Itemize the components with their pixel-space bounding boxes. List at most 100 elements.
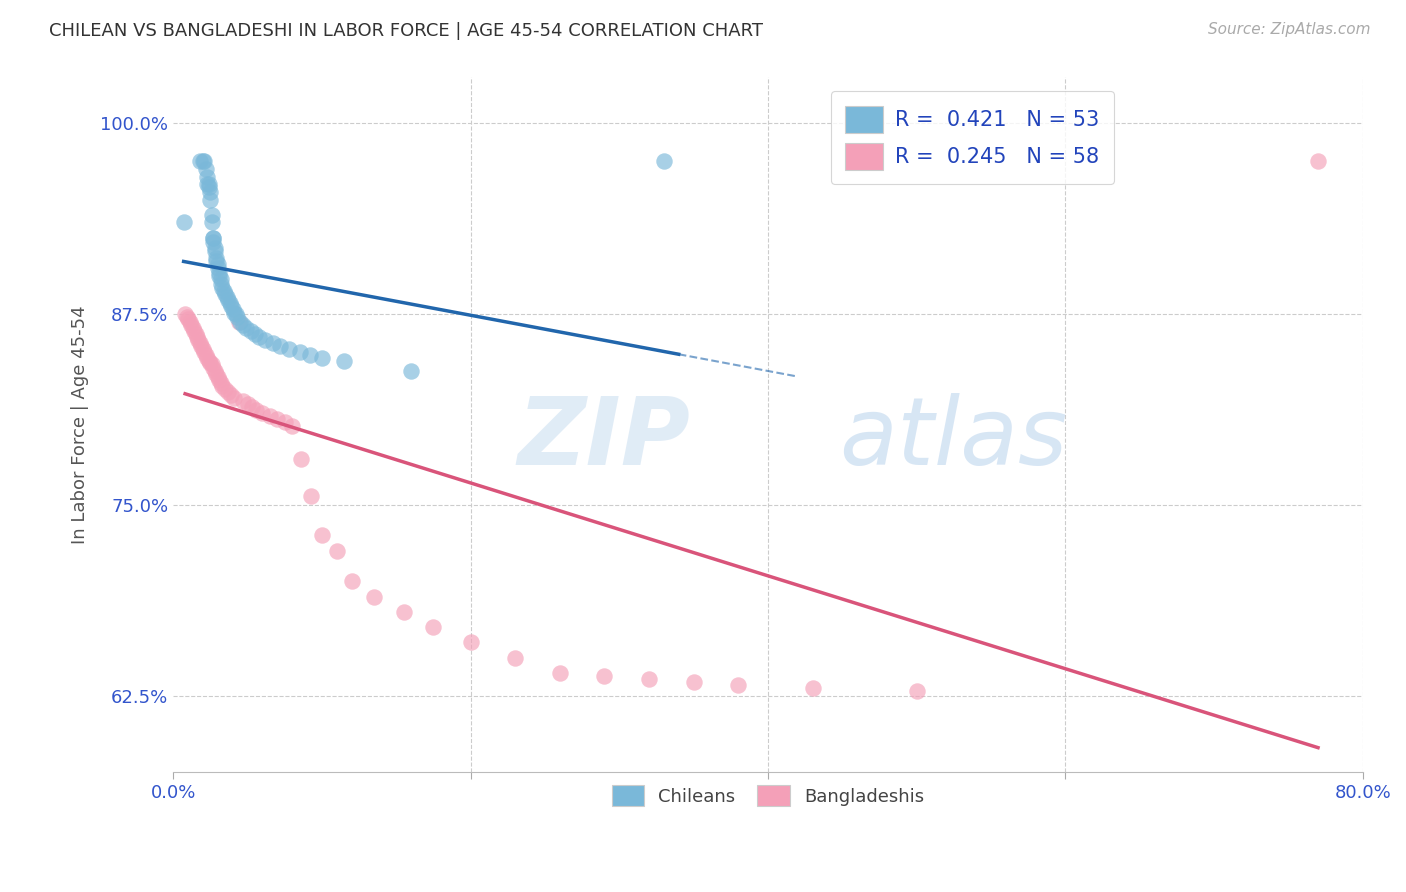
Point [188,336,211,351]
Point [269,339,291,353]
Point [682,675,704,690]
Point [202,235,225,250]
Point [217,384,239,399]
Point [173,215,195,229]
Point [188,154,211,169]
Point [209,277,232,291]
Point [254,333,277,347]
Point [548,665,571,680]
Point [298,348,321,362]
Point [201,358,224,372]
Point [201,208,224,222]
Point [217,293,239,308]
Point [638,672,661,686]
Point [240,401,263,415]
Point [202,231,225,245]
Point [208,268,231,283]
Point [212,284,235,298]
Y-axis label: In Labor Force | Age 45-54: In Labor Force | Age 45-54 [72,305,89,544]
Text: atlas: atlas [839,393,1067,484]
Point [202,231,225,245]
Point [224,391,246,405]
Point [1306,154,1329,169]
Point [652,154,675,169]
Point [288,345,311,359]
Point [311,528,333,542]
Point [186,330,208,344]
Point [232,394,254,409]
Point [503,650,526,665]
Point [202,360,225,375]
Point [190,339,212,353]
Point [225,307,247,321]
Point [211,281,233,295]
Point [198,354,221,368]
Point [249,330,271,344]
Point [239,324,262,338]
Point [399,363,422,377]
Point [197,169,219,184]
Point [187,333,209,347]
Point [333,354,356,368]
Point [204,363,226,377]
Point [593,669,616,683]
Point [340,574,363,589]
Text: CHILEAN VS BANGLADESHI IN LABOR FORCE | AGE 45-54 CORRELATION CHART: CHILEAN VS BANGLADESHI IN LABOR FORCE | … [49,22,763,40]
Point [259,409,281,424]
Point [229,315,252,329]
Point [180,318,202,332]
Point [183,324,205,338]
Point [205,367,228,381]
Point [278,342,301,356]
Legend: Chileans, Bangladeshis: Chileans, Bangladeshis [603,776,934,815]
Point [266,412,288,426]
Point [281,418,304,433]
Point [905,684,928,698]
Point [235,321,257,335]
Point [236,397,259,411]
Point [174,307,197,321]
Point [181,321,204,335]
Point [209,376,232,390]
Point [198,178,221,192]
Point [262,336,284,351]
Point [801,681,824,695]
Point [208,373,231,387]
Point [221,302,243,317]
Point [226,310,249,325]
Point [201,215,224,229]
Point [727,678,749,692]
Point [200,185,222,199]
Point [205,251,228,265]
Point [209,272,232,286]
Point [191,154,214,169]
Point [194,348,217,362]
Point [179,315,201,329]
Point [224,305,246,319]
Point [193,345,215,359]
Point [211,379,233,393]
Point [228,315,250,329]
Point [460,635,482,649]
Point [200,193,222,207]
Point [252,406,274,420]
Point [215,290,238,304]
Point [205,253,228,268]
Point [422,620,444,634]
Point [198,180,221,194]
Point [207,369,229,384]
Point [243,326,266,341]
Point [184,326,207,341]
Point [208,266,231,280]
Point [204,242,226,256]
Point [219,388,242,402]
Point [218,296,240,310]
Point [214,287,236,301]
Point [200,356,222,370]
Point [214,382,236,396]
Point [197,178,219,192]
Point [290,452,312,467]
Point [194,162,217,177]
Point [197,351,219,366]
Point [363,590,385,604]
